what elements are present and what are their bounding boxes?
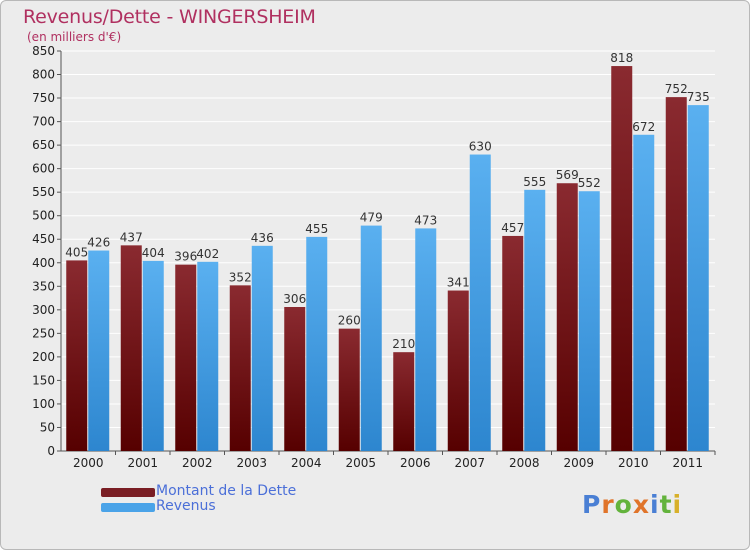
y-tick-label: 50 xyxy=(40,420,55,434)
data-label-revenus: 672 xyxy=(632,120,655,134)
bar-dette xyxy=(502,235,524,451)
logo-letter: P xyxy=(582,490,602,519)
data-label-revenus: 735 xyxy=(687,90,710,104)
logo-letter: t xyxy=(659,490,673,519)
y-tick-label: 400 xyxy=(32,256,55,270)
x-tick-label: 2005 xyxy=(345,456,376,470)
y-tick-label: 0 xyxy=(47,444,55,458)
y-tick-label: 500 xyxy=(32,209,55,223)
x-tick-label: 2002 xyxy=(182,456,213,470)
x-tick-label: 2008 xyxy=(509,456,540,470)
data-label-revenus: 479 xyxy=(360,211,383,225)
bar-dette xyxy=(229,285,251,451)
bar-dette xyxy=(611,66,633,451)
data-label-dette: 260 xyxy=(338,314,361,328)
y-tick-label: 300 xyxy=(32,303,55,317)
chart-title: Revenus/Dette - WINGERSHEIM xyxy=(23,6,316,28)
logo-letter: i xyxy=(650,490,660,519)
bar-dette xyxy=(393,352,415,451)
data-label-dette: 457 xyxy=(501,221,524,235)
bar-revenus xyxy=(142,260,164,451)
bar-dette xyxy=(338,328,360,451)
bar-revenus xyxy=(88,250,110,451)
logo-letter: r xyxy=(601,490,615,519)
data-label-dette: 437 xyxy=(120,230,143,244)
chart-subtitle: (en milliers d'€) xyxy=(27,30,122,44)
data-label-dette: 306 xyxy=(283,292,306,306)
x-tick-label: 2011 xyxy=(672,456,703,470)
y-tick-label: 800 xyxy=(32,68,55,82)
proxiti-logo: Proxiti xyxy=(582,490,682,519)
legend-swatch-revenus xyxy=(101,503,155,512)
data-label-dette: 341 xyxy=(447,276,470,290)
y-tick-label: 100 xyxy=(32,397,55,411)
bar-revenus xyxy=(415,228,437,451)
bar-dette xyxy=(120,245,142,451)
x-tick-label: 2010 xyxy=(618,456,649,470)
logo-letter: o xyxy=(614,490,633,519)
data-label-revenus: 630 xyxy=(469,140,492,154)
bar-revenus xyxy=(197,261,219,451)
data-label-dette: 352 xyxy=(229,270,252,284)
y-tick-label: 450 xyxy=(32,232,55,246)
y-tick-label: 700 xyxy=(32,115,55,129)
data-label-revenus: 473 xyxy=(414,213,437,227)
x-tick-label: 2000 xyxy=(73,456,104,470)
y-tick-label: 600 xyxy=(32,162,55,176)
data-label-revenus: 436 xyxy=(251,231,274,245)
bar-revenus xyxy=(633,134,655,451)
x-tick-label: 2003 xyxy=(236,456,267,470)
bar-revenus xyxy=(360,225,382,451)
y-tick-label: 350 xyxy=(32,279,55,293)
legend-swatch-dette xyxy=(101,488,155,497)
x-tick-label: 2004 xyxy=(291,456,322,470)
bar-dette xyxy=(175,264,197,451)
x-tick-label: 2007 xyxy=(454,456,485,470)
y-tick-label: 150 xyxy=(32,373,55,387)
data-label-revenus: 555 xyxy=(523,175,546,189)
bar-dette xyxy=(66,260,88,451)
x-tick-label: 2009 xyxy=(563,456,594,470)
x-tick-label: 2006 xyxy=(400,456,431,470)
data-label-revenus: 404 xyxy=(142,246,165,260)
bar-revenus xyxy=(687,105,709,451)
bar-revenus xyxy=(306,236,328,451)
logo-letter: i xyxy=(672,490,683,519)
y-tick-label: 750 xyxy=(32,91,55,105)
data-label-revenus: 455 xyxy=(305,222,328,236)
y-tick-label: 650 xyxy=(32,138,55,152)
x-tick-label: 2001 xyxy=(127,456,158,470)
logo-letter: x xyxy=(632,490,650,519)
legend-label-dette: Montant de la Dette xyxy=(156,483,297,499)
legend-label-revenus: Revenus xyxy=(156,498,216,514)
data-label-dette: 818 xyxy=(610,51,633,65)
data-label-dette: 396 xyxy=(174,250,197,264)
bar-dette xyxy=(665,97,687,451)
y-tick-label: 200 xyxy=(32,350,55,364)
data-label-revenus: 426 xyxy=(87,236,110,250)
data-label-revenus: 552 xyxy=(578,176,601,190)
data-label-dette: 405 xyxy=(65,245,88,259)
bar-revenus xyxy=(578,191,600,451)
bar-revenus xyxy=(251,245,273,451)
data-label-revenus: 402 xyxy=(196,247,219,261)
bar-dette xyxy=(284,307,306,451)
data-label-dette: 210 xyxy=(392,337,415,351)
y-tick-label: 250 xyxy=(32,326,55,340)
bar-dette xyxy=(447,290,469,451)
bar-revenus xyxy=(524,189,546,451)
y-tick-label: 850 xyxy=(32,44,55,58)
bar-revenus xyxy=(469,154,491,451)
y-tick-label: 550 xyxy=(32,185,55,199)
bar-dette xyxy=(556,183,578,451)
data-label-dette: 569 xyxy=(556,168,579,182)
data-label-dette: 752 xyxy=(665,82,688,96)
